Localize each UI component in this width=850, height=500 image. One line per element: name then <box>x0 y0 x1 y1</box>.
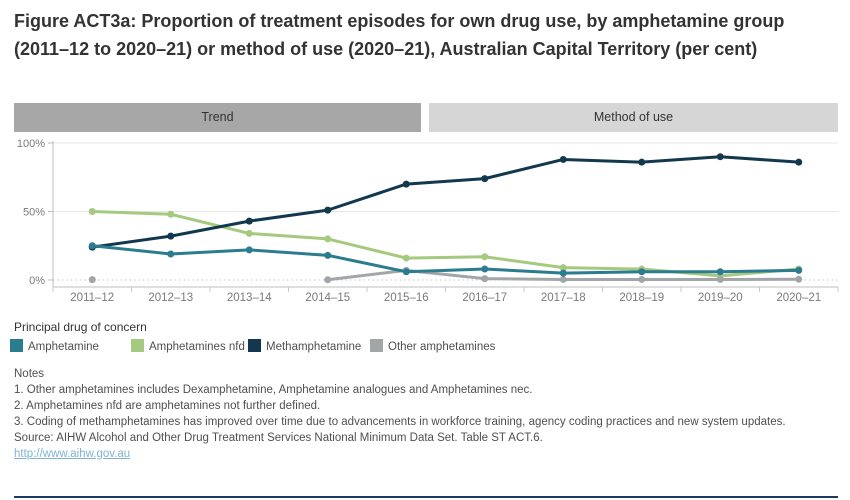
bottom-divider <box>14 496 838 498</box>
svg-text:2020–21: 2020–21 <box>776 292 821 304</box>
svg-text:50%: 50% <box>23 207 45 219</box>
svg-text:2013–14: 2013–14 <box>227 292 272 304</box>
legend-label: Amphetamine <box>28 341 99 353</box>
legend-label: Methamphetamine <box>266 341 362 353</box>
legend-swatch-icon <box>370 339 383 352</box>
legend-item-other-amphetamines: Other amphetamines <box>370 337 496 353</box>
svg-text:2016–17: 2016–17 <box>462 292 507 304</box>
svg-text:2014–15: 2014–15 <box>305 292 350 304</box>
svg-text:2017–18: 2017–18 <box>541 292 586 304</box>
legend-label: Amphetamines nfd <box>149 341 245 353</box>
tab-method-of-use[interactable]: Method of use <box>429 103 838 132</box>
svg-text:2012–13: 2012–13 <box>148 292 193 304</box>
svg-text:2019–20: 2019–20 <box>698 292 743 304</box>
tab-trend[interactable]: Trend <box>14 103 421 132</box>
trend-line-chart: 0% 50% 100% 2011–12 2012–13 2013–14 2014–15 201… <box>0 138 850 308</box>
source-line: Source: AIHW Alcohol and Other Drug Trea… <box>14 432 543 444</box>
note-line-1: 1. Other amphetamines includes Dexamphet… <box>14 384 533 396</box>
legend-item-amphetamines-nfd: Amphetamines nfd <box>131 337 245 353</box>
figure-title: Figure ACT3a: Proportion of treatment ep… <box>14 11 785 59</box>
trend-chart-svg: 0% 50% 100% 2011–12 2012–13 2013–14 2014–15 201… <box>17 138 839 304</box>
legend-swatch-icon <box>248 339 261 352</box>
svg-text:2018–19: 2018–19 <box>619 292 664 304</box>
legend-item-methamphetamine: Methamphetamine <box>248 337 362 353</box>
legend-swatch-icon <box>10 339 23 352</box>
legend: Amphetamine Amphetamines nfd Methampheta… <box>0 337 850 353</box>
svg-text:2015–16: 2015–16 <box>384 292 429 304</box>
legend-title: Principal drug of concern <box>14 320 147 334</box>
note-line-2: 2. Amphetamines nfd are amphetamines not… <box>14 400 321 412</box>
svg-text:100%: 100% <box>17 138 45 150</box>
legend-item-amphetamine: Amphetamine <box>10 337 99 353</box>
source-link[interactable]: http://www.aihw.gov.au <box>14 448 131 460</box>
note-line-3: 3. Coding of methamphetamines has improv… <box>14 416 786 428</box>
legend-label: Other amphetamines <box>388 341 496 353</box>
svg-text:0%: 0% <box>29 275 45 287</box>
view-tabs: Trend Method of use <box>14 103 838 132</box>
svg-text:2011–12: 2011–12 <box>70 292 114 304</box>
legend-swatch-icon <box>131 339 144 352</box>
notes-heading: Notes <box>14 368 45 380</box>
notes-section: Notes 1. Other amphetamines includes Dex… <box>14 366 842 462</box>
